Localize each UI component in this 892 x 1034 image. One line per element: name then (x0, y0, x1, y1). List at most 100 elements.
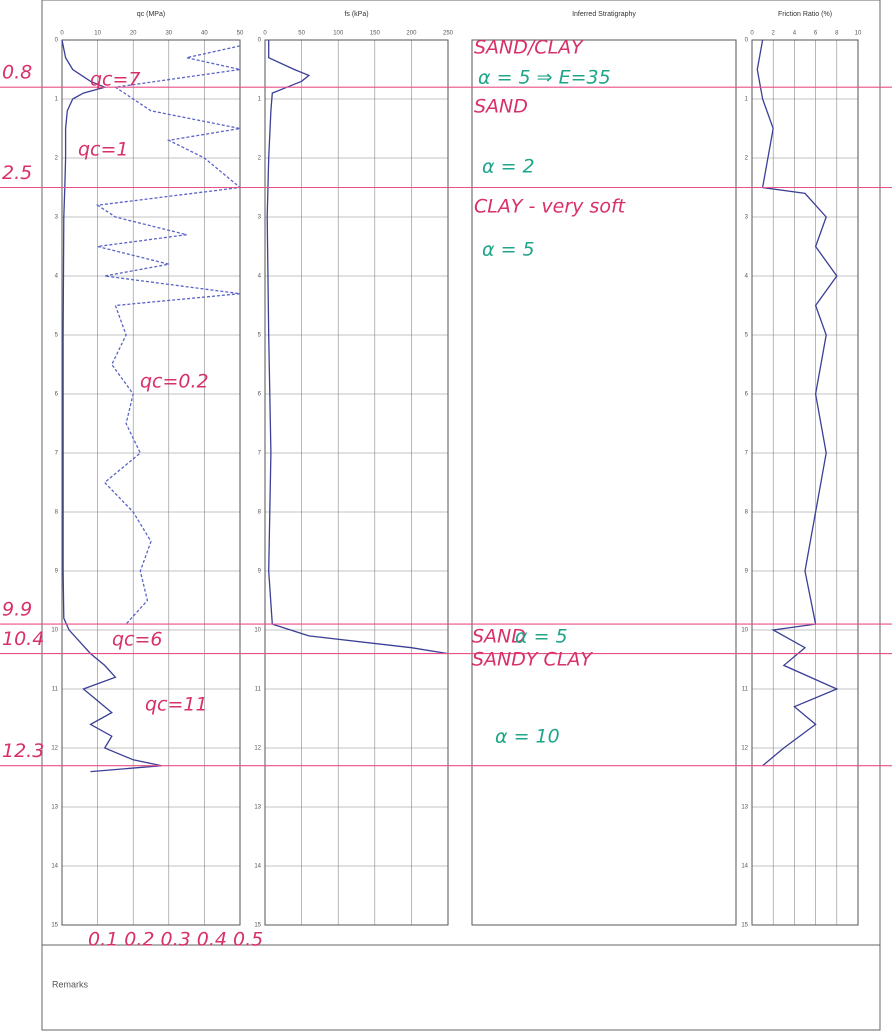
handwritten-note: SANDY CLAY (472, 649, 593, 671)
y-tick-label: 1 (258, 97, 262, 103)
panel-frame (751, 39, 859, 926)
y-tick-label: 0 (745, 38, 749, 44)
depth-marker-label: 0.8 (2, 62, 32, 84)
y-tick-label: 3 (55, 215, 59, 221)
y-tick-label: 0 (258, 38, 262, 44)
y-tick-label: 9 (745, 569, 749, 575)
y-tick-label: 12 (51, 746, 58, 752)
y-tick-label: 5 (258, 333, 262, 339)
panel-frame (61, 39, 241, 926)
handwritten-note: qc=7 (90, 69, 141, 91)
handwritten-note: α = 2 (482, 156, 535, 178)
y-tick-label: 3 (258, 215, 262, 221)
y-tick-label: 8 (258, 510, 262, 516)
panel-title: qc (MPa) (137, 11, 165, 18)
y-tick-label: 5 (55, 333, 59, 339)
y-tick-label: 2 (258, 156, 262, 162)
x-tick-label: 10 (94, 31, 101, 37)
x-tick-label: 200 (406, 31, 417, 37)
handwritten-note: qc=1 (78, 139, 129, 161)
handwritten-note: SAND/CLAY (474, 37, 584, 59)
y-tick-label: 7 (745, 451, 749, 457)
remarks-box (41, 944, 881, 1031)
depth-marker-label: 9.9 (2, 599, 32, 621)
handwritten-note: qc=0.2 (140, 371, 209, 393)
y-tick-label: 6 (55, 392, 59, 398)
y-tick-label: 10 (51, 628, 58, 634)
panel-title: Friction Ratio (%) (778, 11, 832, 18)
y-tick-label: 4 (258, 274, 262, 280)
handwritten-note: 0.1 0.2 0.3 0.4 0.5 (88, 929, 263, 951)
panel-frame (264, 39, 449, 926)
y-tick-label: 4 (55, 274, 59, 280)
handwritten-note: qc=6 (112, 629, 163, 651)
y-tick-label: 13 (741, 805, 748, 811)
y-tick-label: 2 (745, 156, 749, 162)
x-tick-label: 30 (165, 31, 172, 37)
y-tick-label: 12 (741, 746, 748, 752)
depth-marker-label: 2.5 (2, 162, 32, 184)
y-tick-label: 15 (254, 923, 261, 929)
panel-title: Inferred Stratigraphy (572, 11, 636, 18)
x-tick-label: 8 (835, 31, 839, 37)
x-tick-label: 50 (298, 31, 305, 37)
y-tick-label: 8 (55, 510, 59, 516)
x-tick-label: 6 (814, 31, 818, 37)
x-tick-label: 0 (60, 31, 64, 37)
handwritten-note: α = 5 (515, 626, 568, 648)
handwritten-note: α = 5 ⇒ E=35 (478, 67, 611, 89)
x-tick-label: 150 (370, 31, 381, 37)
y-tick-label: 15 (51, 923, 58, 929)
y-tick-label: 8 (745, 510, 749, 516)
page-border (41, 0, 881, 1031)
panel-title: fs (kPa) (344, 11, 368, 18)
x-tick-label: 4 (793, 31, 797, 37)
y-tick-label: 14 (51, 864, 58, 870)
handwritten-note: SAND (474, 96, 528, 118)
panel-frame (471, 39, 737, 926)
x-tick-label: 10 (855, 31, 862, 37)
handwritten-note: qc=11 (145, 694, 208, 716)
y-tick-label: 13 (254, 805, 261, 811)
remarks-label: Remarks (52, 979, 89, 989)
x-tick-label: 0 (750, 31, 754, 37)
x-tick-label: 50 (237, 31, 244, 37)
y-tick-label: 11 (255, 687, 262, 693)
y-tick-label: 12 (254, 746, 261, 752)
x-tick-label: 40 (201, 31, 208, 37)
x-tick-label: 250 (443, 31, 454, 37)
y-tick-label: 7 (55, 451, 59, 457)
x-tick-label: 20 (130, 31, 137, 37)
handwritten-note: CLAY - very soft (474, 196, 627, 218)
y-tick-label: 1 (745, 97, 749, 103)
x-tick-label: 100 (333, 31, 344, 37)
trace (95, 45, 242, 625)
y-tick-label: 0 (55, 38, 59, 44)
y-tick-label: 13 (51, 805, 58, 811)
y-tick-label: 5 (745, 333, 749, 339)
x-tick-label: 0 (263, 31, 267, 37)
y-tick-label: 10 (254, 628, 261, 634)
y-tick-label: 9 (258, 569, 262, 575)
y-tick-label: 3 (745, 215, 749, 221)
handwritten-note: α = 5 (482, 239, 535, 261)
y-tick-label: 2 (55, 156, 59, 162)
handwritten-note: SAND (472, 626, 526, 648)
y-tick-label: 9 (55, 569, 59, 575)
y-tick-label: 14 (741, 864, 748, 870)
y-tick-label: 15 (741, 923, 748, 929)
y-tick-label: 10 (741, 628, 748, 634)
y-tick-label: 11 (52, 687, 59, 693)
y-tick-label: 4 (745, 274, 749, 280)
handwritten-note: α = 10 (495, 726, 560, 748)
y-tick-label: 6 (258, 392, 262, 398)
y-tick-label: 7 (258, 451, 262, 457)
trace (266, 40, 449, 655)
trace (756, 39, 839, 767)
depth-marker-label: 10.4 (2, 628, 44, 650)
trace (61, 39, 162, 773)
y-tick-label: 6 (745, 392, 749, 398)
y-tick-label: 1 (55, 97, 59, 103)
y-tick-label: 11 (742, 687, 749, 693)
